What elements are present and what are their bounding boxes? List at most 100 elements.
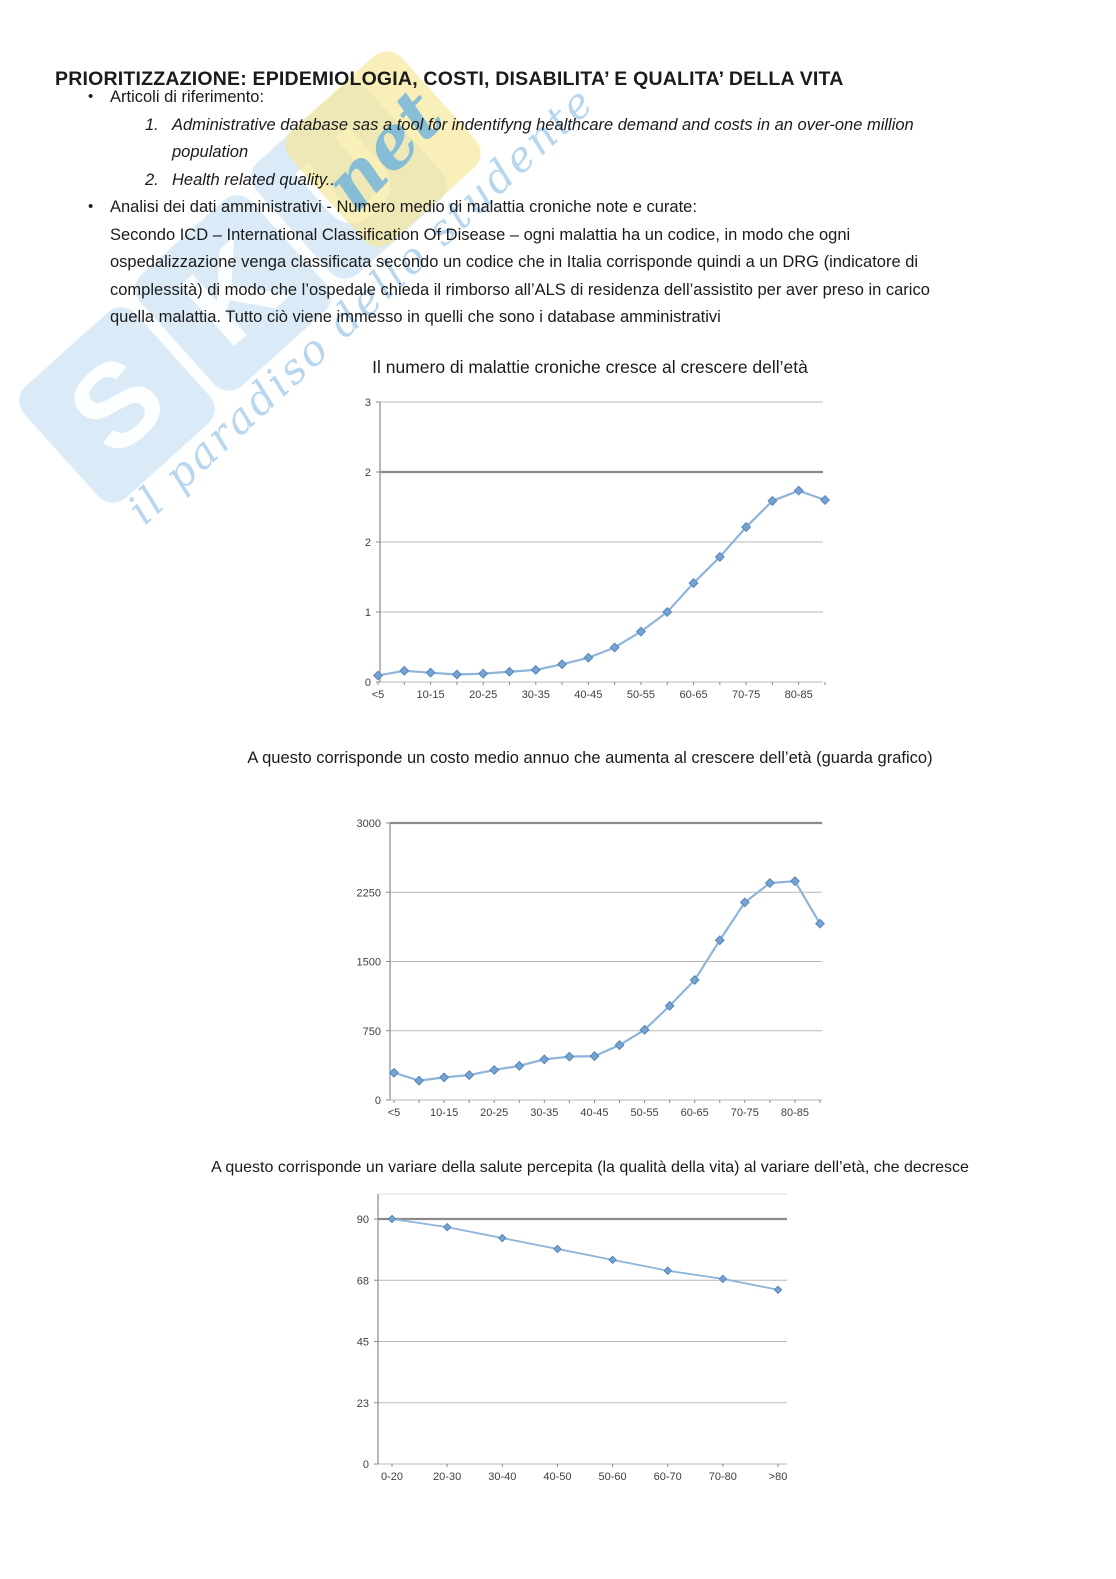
number-marker: 1. bbox=[145, 115, 159, 134]
data-point-marker bbox=[741, 522, 752, 533]
list-item-continuation: population bbox=[0, 143, 1116, 170]
y-tick-label: 750 bbox=[363, 1026, 381, 1038]
data-point-marker bbox=[372, 670, 384, 681]
x-tick-label: 60-65 bbox=[679, 689, 707, 701]
chart-chronic-diseases-by-age: 0 1 2 2 3 <5 10-15 20-25 30-35 40-45 50-55 60-65 70-… bbox=[365, 397, 831, 701]
x-tick-label: 40-50 bbox=[543, 1471, 571, 1483]
data-point-marker bbox=[689, 974, 700, 985]
x-tick-label: <5 bbox=[388, 1107, 401, 1119]
data-point-marker bbox=[388, 1067, 400, 1078]
x-tick-label: 70-75 bbox=[732, 689, 760, 701]
data-point-marker bbox=[489, 1064, 500, 1075]
y-tick-label: 2 bbox=[365, 537, 371, 549]
list-item: • Articoli di riferimento: bbox=[0, 88, 1116, 115]
series-line bbox=[392, 880, 822, 1082]
number-marker: 2. bbox=[145, 170, 159, 189]
y-tick-label: 2 bbox=[365, 467, 371, 479]
list-item-text: Analisi dei dati amministrativi - Numero… bbox=[110, 198, 697, 216]
data-point-marker bbox=[497, 1233, 507, 1243]
x-tick-label: 60-70 bbox=[654, 1471, 682, 1483]
data-point-marker bbox=[564, 1051, 575, 1062]
y-tick-label: 0 bbox=[365, 677, 371, 689]
series-line bbox=[376, 489, 827, 677]
data-point-marker bbox=[583, 652, 594, 663]
chart-mean-annual-cost-by-age: 0 750 1500 2250 3000 <5 10-15 20-25 30-35 40-45 50… bbox=[357, 818, 826, 1119]
y-tick-label: 1 bbox=[365, 607, 371, 619]
data-point-marker bbox=[764, 878, 775, 889]
data-point-marker bbox=[773, 1285, 783, 1295]
data-point-marker bbox=[714, 935, 725, 946]
data-point-marker bbox=[767, 495, 778, 506]
data-point-marker bbox=[451, 669, 462, 680]
x-tick-label: 30-35 bbox=[522, 689, 550, 701]
x-tick-label: 30-40 bbox=[488, 1471, 516, 1483]
list-item: 1. Administrative database sas a tool for… bbox=[0, 116, 1116, 143]
bullet-marker: • bbox=[88, 198, 94, 215]
data-point-marker bbox=[442, 1222, 452, 1232]
y-tick-label: 3 bbox=[365, 397, 371, 409]
data-point-marker bbox=[504, 666, 515, 677]
list-item-text: Articoli di riferimento: bbox=[110, 88, 265, 106]
data-point-marker bbox=[539, 1054, 550, 1065]
data-point-marker bbox=[514, 1060, 525, 1071]
x-tick-label: 30-35 bbox=[530, 1107, 558, 1119]
data-point-marker bbox=[557, 659, 568, 670]
x-tick-label: 50-55 bbox=[627, 689, 655, 701]
x-tick-label: 60-65 bbox=[681, 1107, 709, 1119]
data-point-marker bbox=[793, 485, 804, 496]
data-point-marker bbox=[425, 667, 436, 678]
data-point-marker bbox=[688, 578, 699, 589]
x-tick-label: 20-25 bbox=[480, 1107, 508, 1119]
paragraph-text: complessità) di modo che l’ospedale chie… bbox=[110, 280, 930, 299]
list-item-text: population bbox=[172, 143, 249, 161]
paragraph-text: quella malattia. Tutto ciò viene immesso… bbox=[110, 308, 721, 326]
data-point-marker bbox=[399, 665, 410, 676]
list-item-text: Health related quality.. bbox=[172, 170, 335, 189]
data-point-marker bbox=[464, 1070, 475, 1081]
data-point-marker bbox=[589, 1051, 600, 1062]
paragraph-line: Secondo ICD – International Classificati… bbox=[0, 226, 1116, 253]
data-point-marker bbox=[609, 642, 620, 653]
data-point-marker bbox=[387, 1214, 397, 1224]
data-point-marker bbox=[414, 1075, 425, 1086]
data-point-marker bbox=[478, 668, 489, 679]
data-point-marker bbox=[639, 1024, 650, 1035]
data-point-marker bbox=[789, 876, 800, 887]
chart1-title: Il numero di malattie croniche cresce al… bbox=[372, 357, 808, 377]
y-tick-label: 90 bbox=[357, 1214, 369, 1226]
page-title: PRIORITIZZAZIONE: EPIDEMIOLOGIA, COSTI, … bbox=[55, 68, 844, 91]
x-tick-label: 80-85 bbox=[781, 1107, 809, 1119]
data-point-marker bbox=[662, 606, 673, 618]
x-tick-label: 10-15 bbox=[430, 1107, 458, 1119]
x-tick-label: 20-30 bbox=[433, 1471, 461, 1483]
data-point-marker bbox=[819, 494, 831, 506]
x-tick-label: 0-20 bbox=[381, 1471, 403, 1483]
chart2-caption: A questo corrisponde un costo medio annu… bbox=[247, 749, 933, 767]
data-point-marker bbox=[608, 1255, 617, 1265]
y-tick-label: 0 bbox=[375, 1095, 381, 1107]
paragraph-line: complessità) di modo che l’ospedale chie… bbox=[0, 281, 1116, 308]
series-line bbox=[391, 1218, 779, 1291]
chart-perceived-health-by-age: 0 23 45 68 90 0-20 20-30 30-40 40-50 50-60 60-70 70… bbox=[357, 1193, 787, 1483]
x-tick-label: 20-25 bbox=[469, 689, 497, 701]
x-tick-label: 70-80 bbox=[709, 1471, 737, 1483]
chart3-caption: A questo corrisponde un variare della sa… bbox=[211, 1159, 969, 1176]
x-tick-label: 50-60 bbox=[599, 1471, 627, 1483]
x-tick-label: 70-75 bbox=[731, 1107, 759, 1119]
x-tick-label: <5 bbox=[372, 689, 385, 701]
list-item: • Analisi dei dati amministrativi - Numer… bbox=[0, 198, 1116, 225]
data-point-marker bbox=[614, 1040, 625, 1051]
paragraph-text: Secondo ICD – International Classificati… bbox=[110, 225, 851, 244]
data-point-marker bbox=[739, 897, 750, 908]
x-tick-label: 80-85 bbox=[785, 689, 813, 701]
data-point-marker bbox=[718, 1274, 728, 1284]
data-point-marker bbox=[439, 1072, 450, 1083]
x-tick-label: 40-45 bbox=[580, 1107, 608, 1119]
x-tick-label: 40-45 bbox=[574, 689, 602, 701]
y-tick-label: 3000 bbox=[357, 818, 381, 830]
paragraph-line: ospedalizzazione venga classificata seco… bbox=[0, 253, 1116, 280]
bullet-marker: • bbox=[88, 88, 94, 105]
data-point-marker bbox=[663, 1266, 673, 1276]
